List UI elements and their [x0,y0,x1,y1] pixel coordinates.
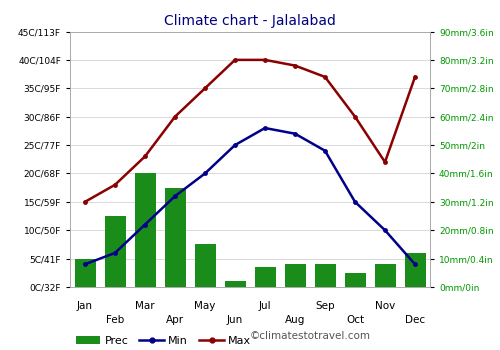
Text: Mar: Mar [135,301,155,311]
Bar [374,264,396,287]
Text: Apr: Apr [166,315,184,325]
Bar [254,267,276,287]
Text: Dec: Dec [405,315,425,325]
Text: Sep: Sep [315,301,335,311]
Text: Aug: Aug [285,315,305,325]
Text: Nov: Nov [375,301,395,311]
Bar [344,273,366,287]
Bar [164,188,186,287]
Text: Jan: Jan [77,301,93,311]
Bar [74,259,96,287]
Text: Oct: Oct [346,315,364,325]
Text: May: May [194,301,216,311]
Bar [224,281,246,287]
Bar [194,244,216,287]
Text: ©climatestotravel.com: ©climatestotravel.com [250,331,371,341]
Text: Feb: Feb [106,315,124,325]
Text: Jun: Jun [227,315,243,325]
Bar [314,264,336,287]
Bar [404,253,425,287]
Bar [104,216,126,287]
Bar [134,174,156,287]
Legend: Prec, Min, Max: Prec, Min, Max [76,336,252,346]
Bar [284,264,306,287]
Text: Jul: Jul [258,301,272,311]
Title: Climate chart - Jalalabad: Climate chart - Jalalabad [164,14,336,28]
